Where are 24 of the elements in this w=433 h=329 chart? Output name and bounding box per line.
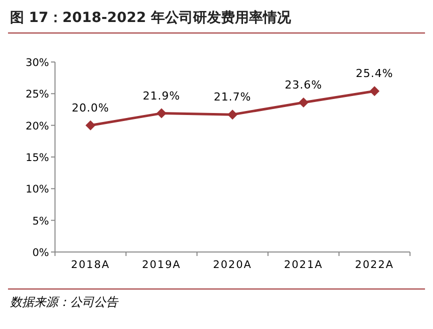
data-label: 21.9% [142, 89, 180, 102]
data-label: 23.6% [284, 78, 322, 92]
y-tick-label: 25% [26, 88, 50, 101]
x-tick-label: 2020A [213, 259, 252, 271]
point [228, 110, 238, 120]
y-tick-label: 10% [26, 184, 50, 196]
data-label: 20.0% [72, 101, 110, 114]
x-tick-label: 2019A [142, 259, 181, 271]
point [298, 98, 308, 108]
x-tick-label: 2022A [355, 259, 394, 271]
point [370, 86, 380, 96]
x-tick-label: 2021A [284, 259, 323, 271]
y-tick-label: 30% [26, 57, 50, 69]
x-tick-label: 2018A [71, 259, 110, 271]
y-tick-label: 20% [26, 120, 50, 132]
y-tick-label: 5% [32, 215, 50, 228]
source-note: 数据来源：公司公告 [10, 295, 119, 309]
y-tick-label: 0% [32, 247, 50, 259]
y-tick-label: 15% [26, 152, 50, 164]
data-label: 21.7% [214, 90, 252, 104]
chart-title: 图 17：2018-2022 年公司研发费用率情况 [10, 9, 292, 26]
point [156, 108, 166, 118]
point [86, 120, 96, 130]
data-label: 25.4% [356, 67, 394, 80]
